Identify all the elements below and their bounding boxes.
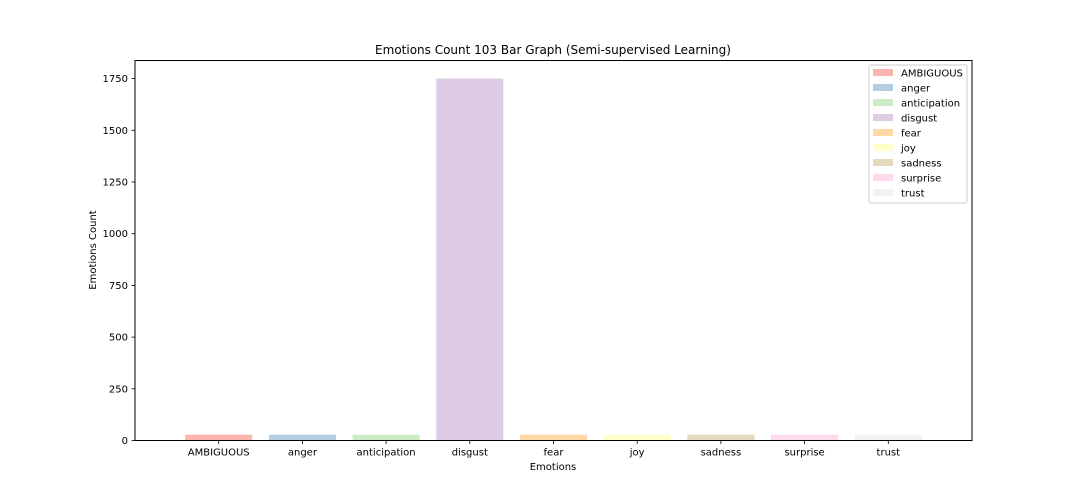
legend-entry-label: anger xyxy=(901,84,931,95)
legend-entry-label: anticipation xyxy=(901,99,960,110)
bar-disgust xyxy=(436,78,504,441)
y-tick-label: 0 xyxy=(122,436,128,447)
legend-entry-label: surprise xyxy=(901,174,941,185)
chart-title: Emotions Count 103 Bar Graph (Semi-super… xyxy=(375,43,731,57)
y-tick-label: 1500 xyxy=(103,126,128,137)
y-tick-label: 1250 xyxy=(103,177,128,188)
legend-swatch xyxy=(873,129,893,136)
y-tick-label: 250 xyxy=(109,384,128,395)
x-tick-label: anger xyxy=(288,448,318,459)
bar-anger xyxy=(268,434,336,441)
legend-swatch xyxy=(873,114,893,121)
x-tick-label: disgust xyxy=(452,448,488,459)
y-tick-label: 1750 xyxy=(103,74,128,85)
bars-layer xyxy=(185,78,922,441)
y-tick-label: 500 xyxy=(109,333,128,344)
y-axis: 0 250 500 750 1000 1250 1500 1750 xyxy=(103,74,135,447)
bar-ambiguous xyxy=(185,434,253,441)
y-tick-label: 750 xyxy=(109,281,128,292)
bar-surprise xyxy=(771,434,839,441)
x-axis-label: Emotions xyxy=(530,462,577,473)
legend-swatch xyxy=(873,144,893,151)
legend-swatch xyxy=(873,69,893,76)
legend-entry-label: AMBIGUOUS xyxy=(901,69,963,80)
legend-swatch xyxy=(873,84,893,91)
legend-swatch xyxy=(873,189,893,196)
y-tick-label: 1000 xyxy=(103,229,128,240)
plot-frame xyxy=(134,60,973,441)
x-tick-label: joy xyxy=(629,448,645,459)
bar-trust xyxy=(854,434,922,441)
bar-sadness xyxy=(687,434,755,441)
x-tick-label: AMBIGUOUS xyxy=(188,448,250,459)
bar-anticipation xyxy=(352,434,420,441)
x-tick-label: surprise xyxy=(784,448,824,459)
legend-swatch xyxy=(873,159,893,166)
x-tick-label: fear xyxy=(544,448,565,459)
x-tick-label: sadness xyxy=(701,448,742,459)
bar-fear xyxy=(520,434,587,441)
x-tick-label: trust xyxy=(877,448,901,459)
x-tick-label: anticipation xyxy=(357,448,416,459)
legend: AMBIGUOUS anger anticipation disgust fear joy… xyxy=(868,64,968,204)
legend-entry-label: trust xyxy=(901,189,925,200)
legend-entry-label: joy xyxy=(900,144,916,155)
y-axis-label: Emotions Count xyxy=(88,210,99,289)
legend-entry-label: fear xyxy=(901,129,922,140)
legend-entry-label: sadness xyxy=(901,159,942,170)
legend-frame xyxy=(868,64,968,204)
legend-entry-label: disgust xyxy=(901,114,937,125)
legend-swatch xyxy=(873,174,893,181)
legend-swatch xyxy=(873,99,893,106)
x-axis: AMBIGUOUS anger anticipation disgust fear joy… xyxy=(188,440,901,459)
bar-joy xyxy=(603,434,671,441)
